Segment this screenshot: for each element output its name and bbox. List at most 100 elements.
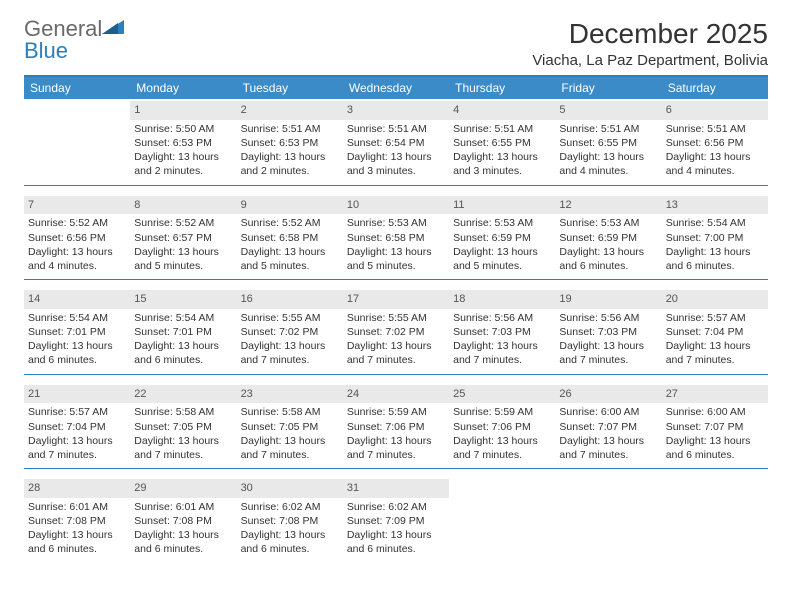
sunset-line: Sunset: 7:08 PM — [134, 514, 232, 528]
sunset-line: Sunset: 6:53 PM — [241, 136, 339, 150]
day-number: 27 — [662, 385, 768, 404]
day-number: 20 — [662, 290, 768, 309]
day-number: 12 — [555, 196, 661, 215]
sunset-line: Sunset: 7:01 PM — [134, 325, 232, 339]
sunset-line: Sunset: 7:07 PM — [666, 420, 764, 434]
sunset-line: Sunset: 6:57 PM — [134, 231, 232, 245]
day-number: 17 — [343, 290, 449, 309]
daylight-line: Daylight: 13 hours and 7 minutes. — [453, 339, 551, 367]
sunrise-line: Sunrise: 6:02 AM — [241, 500, 339, 514]
day-details: Sunrise: 5:51 AMSunset: 6:54 PMDaylight:… — [347, 122, 445, 179]
calendar-cell: 16Sunrise: 5:55 AMSunset: 7:02 PMDayligh… — [237, 288, 343, 374]
calendar-cell: 24Sunrise: 5:59 AMSunset: 7:06 PMDayligh… — [343, 383, 449, 469]
title-block: December 2025 Viacha, La Paz Department,… — [532, 18, 768, 69]
calendar-cell: 12Sunrise: 5:53 AMSunset: 6:59 PMDayligh… — [555, 194, 661, 280]
daylight-line: Daylight: 13 hours and 6 minutes. — [241, 528, 339, 556]
week-separator — [24, 280, 768, 289]
sunset-line: Sunset: 7:02 PM — [241, 325, 339, 339]
day-details: Sunrise: 6:00 AMSunset: 7:07 PMDaylight:… — [559, 405, 657, 462]
sunset-line: Sunset: 6:55 PM — [453, 136, 551, 150]
daylight-line: Daylight: 13 hours and 6 minutes. — [134, 528, 232, 556]
calendar-cell: 6Sunrise: 5:51 AMSunset: 6:56 PMDaylight… — [662, 99, 768, 185]
day-details: Sunrise: 5:52 AMSunset: 6:58 PMDaylight:… — [241, 216, 339, 273]
day-header: Monday — [130, 77, 236, 99]
sunrise-line: Sunrise: 5:51 AM — [453, 122, 551, 136]
calendar-cell: 25Sunrise: 5:59 AMSunset: 7:06 PMDayligh… — [449, 383, 555, 469]
sunset-line: Sunset: 7:09 PM — [347, 514, 445, 528]
day-details: Sunrise: 5:59 AMSunset: 7:06 PMDaylight:… — [347, 405, 445, 462]
calendar-cell: 29 Sunrise: 6:01 AMSunset: 7:08 PMDayligh… — [130, 477, 236, 563]
calendar-cell: 3Sunrise: 5:51 AMSunset: 6:54 PMDaylight… — [343, 99, 449, 185]
sunset-line: Sunset: 6:59 PM — [559, 231, 657, 245]
sunrise-line: Sunrise: 6:00 AM — [666, 405, 764, 419]
sunset-line: Sunset: 7:08 PM — [28, 514, 126, 528]
calendar-week: 21Sunrise: 5:57 AMSunset: 7:04 PMDayligh… — [24, 383, 768, 469]
sunrise-line: Sunrise: 5:51 AM — [347, 122, 445, 136]
sunset-line: Sunset: 7:02 PM — [347, 325, 445, 339]
daylight-line: Daylight: 13 hours and 7 minutes. — [134, 434, 232, 462]
calendar-cell: 27Sunrise: 6:00 AMSunset: 7:07 PMDayligh… — [662, 383, 768, 469]
sunset-line: Sunset: 6:56 PM — [666, 136, 764, 150]
calendar-week: 7Sunrise: 5:52 AMSunset: 6:56 PMDaylight… — [24, 194, 768, 280]
day-details: Sunrise: 5:59 AMSunset: 7:06 PMDaylight:… — [453, 405, 551, 462]
daylight-line: Daylight: 13 hours and 7 minutes. — [559, 434, 657, 462]
daylight-line: Daylight: 13 hours and 6 minutes. — [666, 245, 764, 273]
day-number: 29 — [130, 479, 236, 498]
daylight-line: Daylight: 13 hours and 7 minutes. — [666, 339, 764, 367]
day-number: 10 — [343, 196, 449, 215]
day-number: 21 — [24, 385, 130, 404]
day-details: Sunrise: 5:52 AMSunset: 6:56 PMDaylight:… — [28, 216, 126, 273]
daylight-line: Daylight: 13 hours and 7 minutes. — [28, 434, 126, 462]
day-number: 22 — [130, 385, 236, 404]
sunrise-line: Sunrise: 5:53 AM — [559, 216, 657, 230]
page-title: December 2025 — [532, 18, 768, 50]
daylight-line: Daylight: 13 hours and 6 minutes. — [28, 528, 126, 556]
sunset-line: Sunset: 6:54 PM — [347, 136, 445, 150]
day-details: Sunrise: 5:53 AMSunset: 6:59 PMDaylight:… — [453, 216, 551, 273]
sunset-line: Sunset: 7:01 PM — [28, 325, 126, 339]
day-details: Sunrise: 5:54 AMSunset: 7:01 PMDaylight:… — [28, 311, 126, 368]
day-details: Sunrise: 5:51 AMSunset: 6:53 PMDaylight:… — [241, 122, 339, 179]
calendar-cell: 18Sunrise: 5:56 AMSunset: 7:03 PMDayligh… — [449, 288, 555, 374]
calendar-cell: 2 Sunrise: 5:51 AMSunset: 6:53 PMDaylight… — [237, 99, 343, 185]
calendar-cell: 22Sunrise: 5:58 AMSunset: 7:05 PMDayligh… — [130, 383, 236, 469]
sunrise-line: Sunrise: 5:51 AM — [559, 122, 657, 136]
day-details: Sunrise: 5:53 AMSunset: 6:58 PMDaylight:… — [347, 216, 445, 273]
calendar-cell: 13Sunrise: 5:54 AMSunset: 7:00 PMDayligh… — [662, 194, 768, 280]
day-header: Wednesday — [343, 77, 449, 99]
brand-logo: General Blue — [24, 18, 124, 62]
week-separator — [24, 469, 768, 478]
day-number: 28 — [24, 479, 130, 498]
sunrise-line: Sunrise: 6:01 AM — [134, 500, 232, 514]
calendar-cell — [555, 477, 661, 563]
sunrise-line: Sunrise: 5:58 AM — [241, 405, 339, 419]
week-separator — [24, 374, 768, 383]
sunrise-line: Sunrise: 6:02 AM — [347, 500, 445, 514]
calendar-cell: 11Sunrise: 5:53 AMSunset: 6:59 PMDayligh… — [449, 194, 555, 280]
daylight-line: Daylight: 13 hours and 4 minutes. — [28, 245, 126, 273]
day-details: Sunrise: 5:58 AMSunset: 7:05 PMDaylight:… — [134, 405, 232, 462]
day-header: Sunday — [24, 77, 130, 99]
day-details: Sunrise: 5:55 AMSunset: 7:02 PMDaylight:… — [347, 311, 445, 368]
day-number: 5 — [555, 101, 661, 120]
sunrise-line: Sunrise: 5:55 AM — [241, 311, 339, 325]
sunrise-line: Sunrise: 5:57 AM — [666, 311, 764, 325]
day-number: 2 — [237, 101, 343, 120]
day-details: Sunrise: 5:57 AMSunset: 7:04 PMDaylight:… — [28, 405, 126, 462]
calendar-cell: 5Sunrise: 5:51 AMSunset: 6:55 PMDaylight… — [555, 99, 661, 185]
sunrise-line: Sunrise: 5:54 AM — [666, 216, 764, 230]
daylight-line: Daylight: 13 hours and 6 minutes. — [28, 339, 126, 367]
daylight-line: Daylight: 13 hours and 2 minutes. — [241, 150, 339, 178]
calendar-cell: 15Sunrise: 5:54 AMSunset: 7:01 PMDayligh… — [130, 288, 236, 374]
sunrise-line: Sunrise: 5:51 AM — [666, 122, 764, 136]
daylight-line: Daylight: 13 hours and 5 minutes. — [241, 245, 339, 273]
day-number: 15 — [130, 290, 236, 309]
daylight-line: Daylight: 13 hours and 4 minutes. — [559, 150, 657, 178]
day-number: 11 — [449, 196, 555, 215]
day-details: Sunrise: 5:55 AMSunset: 7:02 PMDaylight:… — [241, 311, 339, 368]
sunrise-line: Sunrise: 5:56 AM — [453, 311, 551, 325]
sunset-line: Sunset: 6:59 PM — [453, 231, 551, 245]
calendar-cell: 8Sunrise: 5:52 AMSunset: 6:57 PMDaylight… — [130, 194, 236, 280]
sunset-line: Sunset: 7:05 PM — [134, 420, 232, 434]
day-details: Sunrise: 5:58 AMSunset: 7:05 PMDaylight:… — [241, 405, 339, 462]
